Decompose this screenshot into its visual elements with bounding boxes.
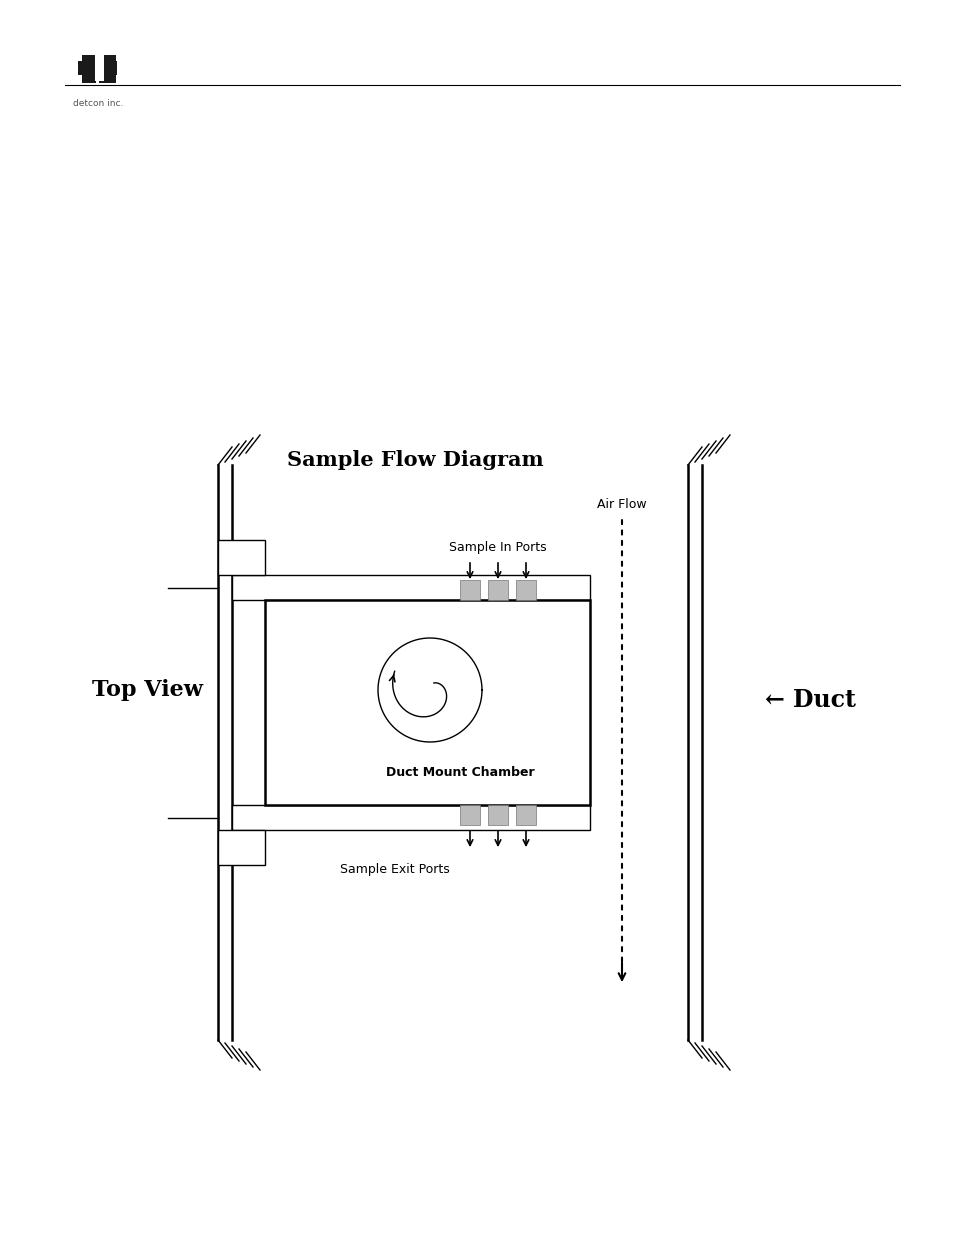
Bar — [488, 580, 507, 600]
Text: Top View: Top View — [92, 679, 203, 701]
Text: Sample Flow Diagram: Sample Flow Diagram — [287, 450, 543, 471]
Text: ← Duct: ← Duct — [764, 688, 855, 713]
Bar — [116, 75, 121, 83]
Bar — [516, 805, 536, 825]
Bar — [218, 830, 265, 864]
Text: Duct Mount Chamber: Duct Mount Chamber — [385, 767, 534, 779]
Bar — [265, 600, 589, 805]
Bar — [77, 75, 82, 83]
Text: detcon inc.: detcon inc. — [72, 99, 123, 107]
Bar — [95, 56, 104, 82]
Bar — [516, 580, 536, 600]
Bar — [77, 53, 82, 61]
Text: Air Flow: Air Flow — [597, 499, 646, 511]
Bar — [459, 805, 479, 825]
Bar — [218, 540, 265, 576]
Bar — [232, 805, 589, 830]
Bar — [99, 56, 117, 83]
Bar — [488, 805, 507, 825]
Bar — [232, 576, 589, 600]
Bar — [116, 53, 121, 61]
Text: Sample In Ports: Sample In Ports — [449, 541, 546, 555]
Bar — [459, 580, 479, 600]
Text: Sample Exit Ports: Sample Exit Ports — [340, 863, 450, 877]
Bar — [78, 56, 96, 83]
